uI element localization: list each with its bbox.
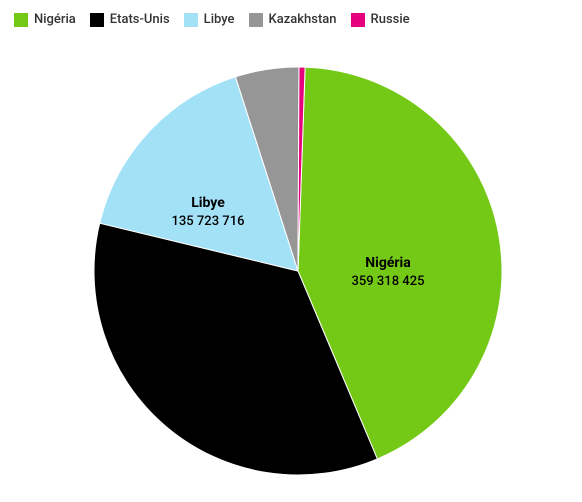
slice-label-nigeria: Nigéria <box>365 255 411 271</box>
slice-label-libye: Libye <box>191 195 225 211</box>
legend-label: Libye <box>204 12 235 27</box>
slice-value-libye: 135 723 716 <box>172 214 245 229</box>
pie-chart: Nigéria 359 318 425 Etats-Unis 292 920 353 L… <box>10 35 572 485</box>
slice-value-nigeria: 359 318 425 <box>352 274 425 289</box>
legend-item-etats_unis[interactable]: Etats-Unis <box>90 12 170 27</box>
legend-swatch <box>184 13 198 27</box>
legend-item-libye[interactable]: Libye <box>184 12 235 27</box>
legend-item-nigeria[interactable]: Nigéria <box>14 12 76 27</box>
legend-label: Kazakhstan <box>269 12 337 27</box>
legend-item-russie[interactable]: Russie <box>351 12 410 27</box>
legend-item-kazakhstan[interactable]: Kazakhstan <box>249 12 337 27</box>
legend-swatch <box>14 13 28 27</box>
legend-label: Etats-Unis <box>110 12 170 27</box>
legend-swatch <box>351 13 365 27</box>
slice-value-etats_unis: 292 920 353 <box>192 396 265 411</box>
legend-label: Russie <box>371 12 410 27</box>
legend-swatch <box>90 13 104 27</box>
legend-swatch <box>249 13 263 27</box>
legend-label: Nigéria <box>34 12 76 27</box>
slice-label-etats_unis: Etats-Unis <box>195 377 261 393</box>
legend: Nigéria Etats-Unis Libye Kazakhstan Russie <box>10 10 572 35</box>
